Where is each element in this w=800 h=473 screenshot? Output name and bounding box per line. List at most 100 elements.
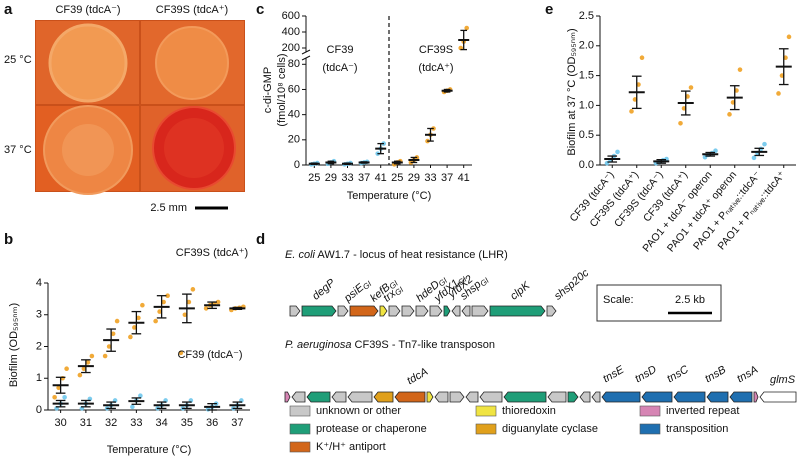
y-tick-label: 2 xyxy=(36,340,42,352)
legend-label: inverted repeat xyxy=(666,405,739,417)
gene-arrow xyxy=(451,305,461,317)
species: P. aeruginosa xyxy=(285,339,351,351)
gene-arrow xyxy=(337,305,349,317)
colony xyxy=(155,26,229,100)
colony-center xyxy=(62,124,114,176)
y-tick-label: 1.5 xyxy=(579,70,594,82)
y-tick-label: 40 xyxy=(288,109,300,121)
data-point xyxy=(751,155,757,161)
group-label: (tdcA⁻) xyxy=(322,62,357,74)
y-tick-label: 1.0 xyxy=(579,99,594,111)
x-axis-label: Temperature (°C) xyxy=(107,444,191,456)
legend-label: diguanylate cyclase xyxy=(502,423,598,435)
y-tick-label: 0 xyxy=(36,404,42,416)
row-label: 25 °C xyxy=(4,54,32,66)
gene-arrow xyxy=(461,305,471,317)
panel-letter: d xyxy=(256,231,265,248)
legend-swatch xyxy=(289,441,311,453)
data-point xyxy=(89,353,95,359)
gene-arrow xyxy=(449,391,465,403)
series-label: CF39S (tdcA⁺) xyxy=(176,247,248,259)
y-tick-label: 4 xyxy=(36,277,42,289)
gene-arrow xyxy=(729,391,753,403)
gene-name: tdcA xyxy=(405,366,430,387)
x-tick-label: 36 xyxy=(206,417,218,429)
x-tick-label: 31 xyxy=(80,417,92,429)
gene-arrow xyxy=(331,391,347,403)
gene-label: tnsB xyxy=(703,364,728,385)
legend-swatch xyxy=(639,405,661,417)
data-point xyxy=(128,334,133,340)
panel-letter: c xyxy=(256,1,264,18)
legend-label: unknown or other xyxy=(316,405,401,417)
gene-arrow xyxy=(503,391,547,403)
gene-label: tnsE xyxy=(601,363,627,385)
row-label: 37 °C xyxy=(4,144,32,156)
data-point xyxy=(85,360,91,365)
gene-arrow xyxy=(349,305,379,317)
x-tick-label: 25 xyxy=(308,172,320,184)
x-tick-label: 29 xyxy=(325,172,337,184)
gene-label: shsp20c xyxy=(552,267,591,303)
data-point xyxy=(132,325,137,330)
gene-arrow xyxy=(401,305,415,317)
gene-label: degP xyxy=(310,276,338,302)
axis-break xyxy=(301,49,311,55)
legend-label: protease or chaperone xyxy=(316,423,427,435)
data-point xyxy=(161,299,166,305)
data-point xyxy=(52,395,57,400)
gene-arrow xyxy=(291,391,306,403)
scale-box xyxy=(596,284,722,322)
x-tick-label: 41 xyxy=(458,172,470,184)
gene-label: clpK xyxy=(508,279,533,302)
x-tick-label: 29 xyxy=(408,172,420,184)
data-point xyxy=(102,353,108,359)
gene-arrow xyxy=(426,391,434,403)
data-point xyxy=(114,318,120,324)
track-title: E. coli AW1.7 - locus of heat resistance… xyxy=(285,249,508,261)
y-axis-label: (fmol/10⁸ cells) xyxy=(276,53,288,126)
gene-name: tnsA xyxy=(735,364,760,385)
panel-letter: e xyxy=(545,1,553,18)
gene-arrow xyxy=(415,305,429,317)
gene-arrow xyxy=(443,305,451,317)
legend-swatch xyxy=(475,423,497,435)
y-tick-label: 3 xyxy=(36,309,42,321)
gene-label: tdcA xyxy=(405,366,430,387)
gene-name: tnsB xyxy=(703,364,728,385)
legend-label: thioredoxin xyxy=(502,405,556,417)
gene-label: psiEGI xyxy=(341,276,374,306)
data-point xyxy=(77,372,83,378)
y-axis-label: Biofilm (OD₅₉₅ₙₘ) xyxy=(8,303,20,387)
x-tick-label: 41 xyxy=(375,172,387,184)
group-label: CF39S xyxy=(419,44,453,56)
x-tick-label: 37 xyxy=(358,172,370,184)
data-point xyxy=(727,112,732,117)
gene-arrow xyxy=(429,305,443,317)
scale-label: Scale: xyxy=(603,294,634,306)
gene-name: degP xyxy=(310,276,338,302)
gene-label: glmS xyxy=(770,374,796,386)
gene-arrow xyxy=(434,391,449,403)
y-tick-label: 1 xyxy=(36,372,42,384)
gene-arrow xyxy=(465,391,479,403)
y-tick-label: 2.5 xyxy=(579,10,594,22)
track-name: AW1.7 - locus of heat resistance (LHR) xyxy=(315,249,508,261)
data-point xyxy=(182,312,188,318)
data-point xyxy=(688,85,694,90)
x-tick-label: 33 xyxy=(341,172,353,184)
group-label: (tdcA⁺) xyxy=(418,62,453,74)
data-point xyxy=(178,350,184,356)
x-tick-label: 30 xyxy=(55,417,67,429)
gene-arrow xyxy=(706,391,729,403)
gene-arrow xyxy=(479,391,503,403)
data-point xyxy=(190,287,196,292)
gene-name: glmS xyxy=(770,374,796,386)
gene-arrow xyxy=(289,305,301,317)
column-label: CF39S (tdcA⁺) xyxy=(156,4,228,16)
data-point xyxy=(629,109,634,114)
group-label: CF39 xyxy=(327,44,354,56)
gene-arrow xyxy=(673,391,706,403)
y-tick-label: 200 xyxy=(282,42,300,54)
